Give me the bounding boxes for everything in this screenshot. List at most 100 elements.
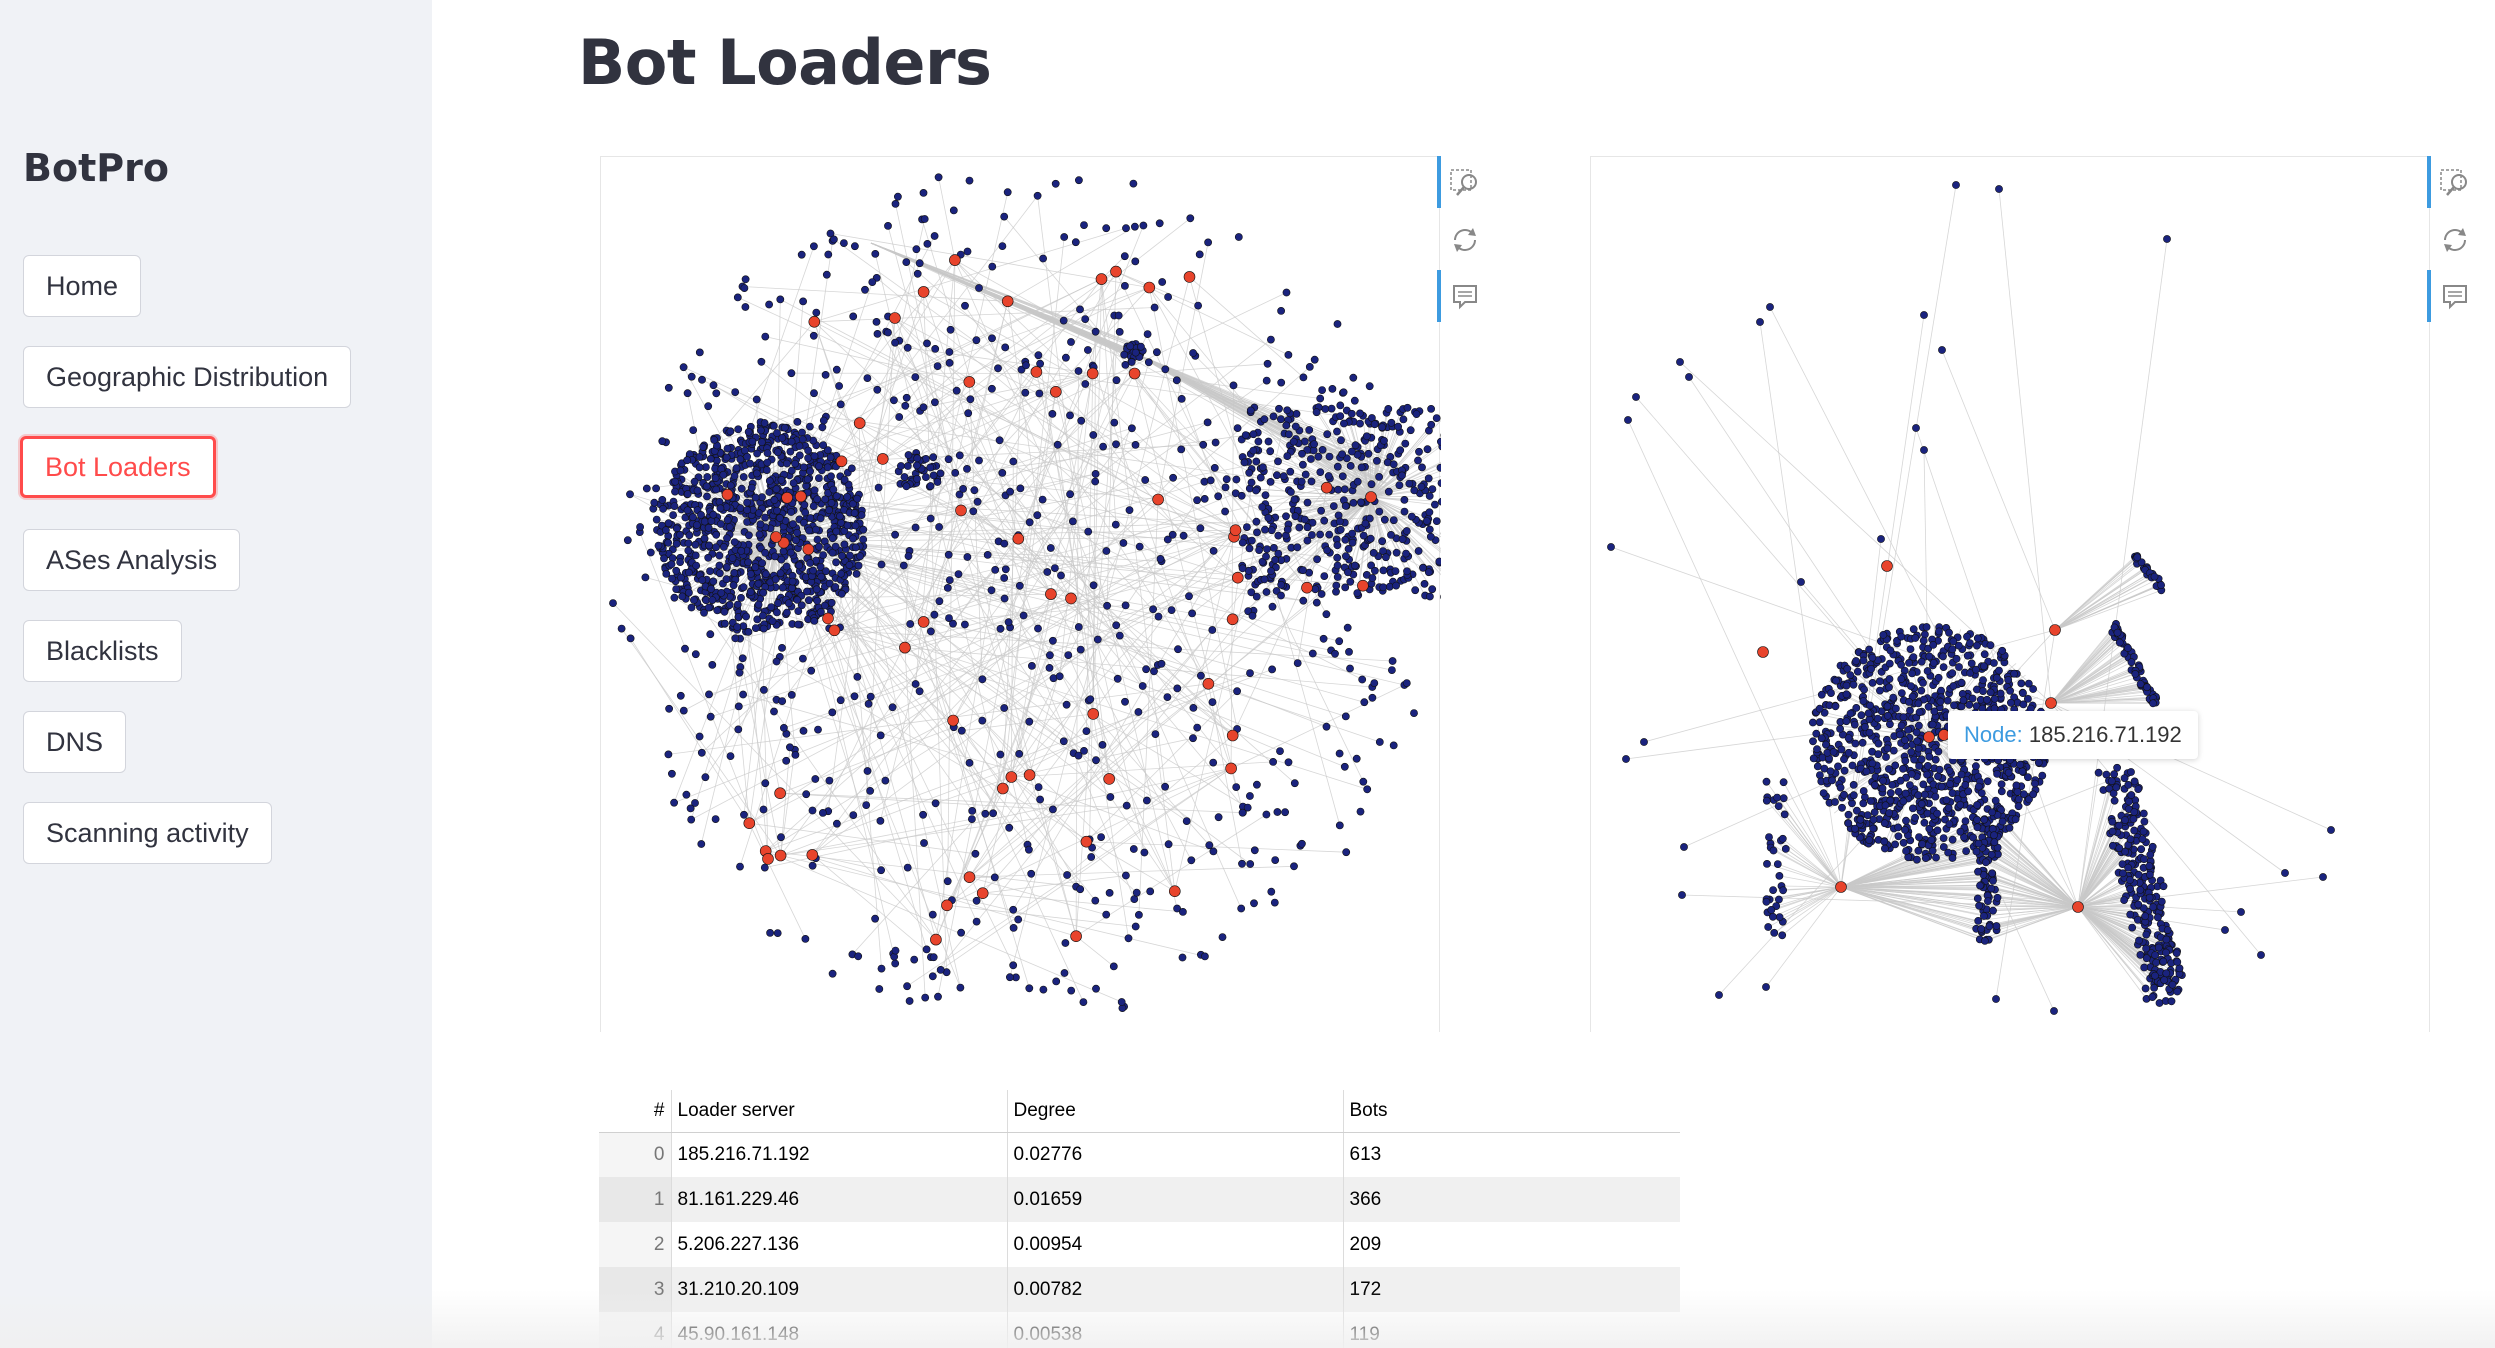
bot-node <box>1194 301 1202 310</box>
bot-node <box>1232 783 1241 791</box>
bot-node <box>1154 612 1163 621</box>
graph-edge <box>1985 861 2079 908</box>
graph-edge <box>1995 629 2056 1000</box>
graph-edge <box>1067 654 1176 892</box>
loader-node <box>1086 367 1099 380</box>
bot-node <box>1998 817 2007 826</box>
graph-edge <box>1982 870 2079 908</box>
bot-node <box>671 477 680 486</box>
bot-node <box>1105 889 1114 897</box>
main-content: Bot Loaders <box>432 0 2495 1348</box>
bot-node <box>1003 188 1012 197</box>
bot-node <box>1426 532 1435 541</box>
graph-edge <box>812 854 934 958</box>
bot-node <box>987 586 996 595</box>
network-graph-left[interactable] <box>600 156 1441 1033</box>
graph-edge <box>2077 906 2176 981</box>
bot-node <box>1000 574 1009 582</box>
bot-node <box>1840 755 1848 764</box>
zoom-icon[interactable] <box>1443 162 1487 206</box>
bot-node <box>1403 403 1412 412</box>
nav-home-button[interactable]: Home <box>23 255 142 317</box>
nav-ases-analysis-button[interactable]: ASes Analysis <box>23 529 241 591</box>
bot-node <box>1050 564 1059 572</box>
bot-node <box>836 696 845 705</box>
bot-node <box>761 513 769 522</box>
bot-node <box>1033 191 1042 200</box>
graph-edge <box>938 177 956 261</box>
loader-node <box>1231 571 1244 584</box>
graph-edge <box>954 259 1184 536</box>
bot-node <box>1153 348 1161 357</box>
bot-node <box>1252 517 1261 526</box>
bot-node <box>1344 544 1353 553</box>
nav-geographic-distribution-button[interactable]: Geographic Distribution <box>23 346 352 408</box>
bot-node <box>1221 507 1229 516</box>
graph-edge <box>1133 352 1391 458</box>
bot-node <box>965 759 974 767</box>
network-graph-right-canvas[interactable] <box>1591 157 2431 1033</box>
bot-node <box>689 426 698 434</box>
bot-node <box>1834 762 1842 771</box>
bot-node <box>626 634 635 643</box>
graph-edge <box>1191 577 1239 614</box>
bot-node <box>740 810 748 819</box>
graph-edge <box>859 422 1298 548</box>
bot-node <box>1402 527 1411 535</box>
bot-node <box>1080 221 1088 229</box>
graph-edge <box>1146 768 1232 801</box>
bot-node <box>1359 531 1368 540</box>
bot-node <box>1357 463 1366 472</box>
bot-node <box>1102 224 1111 233</box>
bot-node <box>1061 939 1070 947</box>
restore-icon[interactable] <box>1443 218 1487 262</box>
bot-node <box>1066 490 1074 499</box>
bot-node <box>1933 826 1942 835</box>
bot-node <box>2150 984 2158 992</box>
bot-node <box>1423 445 1432 454</box>
network-graph-left-canvas[interactable] <box>601 157 1441 1033</box>
network-graph-right[interactable] <box>1590 156 2430 1032</box>
bot-node <box>701 773 710 782</box>
bot-node <box>1292 409 1301 418</box>
nav-bot-loaders-button[interactable]: Bot Loaders <box>20 436 216 498</box>
graph-edge <box>742 286 1008 302</box>
bot-node <box>863 767 872 775</box>
bot-node <box>1844 810 1853 819</box>
graph-edge <box>834 577 1005 631</box>
loader-node <box>930 933 942 946</box>
bot-node <box>1398 471 1406 480</box>
data-view-icon[interactable] <box>1443 274 1487 318</box>
graph-edge <box>1050 593 1192 861</box>
bot-node <box>1027 869 1036 878</box>
graph-edge <box>1688 376 1930 738</box>
bot-node <box>709 577 718 586</box>
bot-node <box>1313 555 1321 564</box>
bot-node <box>734 725 743 734</box>
graph-edge <box>1766 797 1842 888</box>
graph-edge <box>923 492 1236 623</box>
graph-edge <box>923 373 1093 408</box>
nav-scanning-activity-button[interactable]: Scanning activity <box>23 802 272 864</box>
bot-node <box>1247 478 1256 487</box>
nav-dns-button[interactable]: DNS <box>23 711 127 773</box>
bot-node <box>1965 639 1974 647</box>
bot-node <box>1039 985 1048 994</box>
bot-node <box>683 389 692 398</box>
bot-node <box>859 525 868 534</box>
graph-edge <box>775 536 1346 717</box>
bot-node <box>1266 477 1275 486</box>
loader-node <box>806 849 819 861</box>
bot-node <box>1261 525 1269 534</box>
bot-node <box>1321 405 1330 413</box>
bot-node <box>874 483 883 492</box>
bot-node <box>919 189 928 197</box>
bot-node <box>1436 463 1441 472</box>
graph-edge <box>964 305 1209 685</box>
bot-node <box>2149 903 2157 911</box>
bot-node <box>704 553 713 562</box>
loader-node <box>1225 762 1237 775</box>
bot-node <box>1919 695 1928 704</box>
nav-blacklists-button[interactable]: Blacklists <box>23 620 182 682</box>
graph-edge <box>940 768 1232 971</box>
